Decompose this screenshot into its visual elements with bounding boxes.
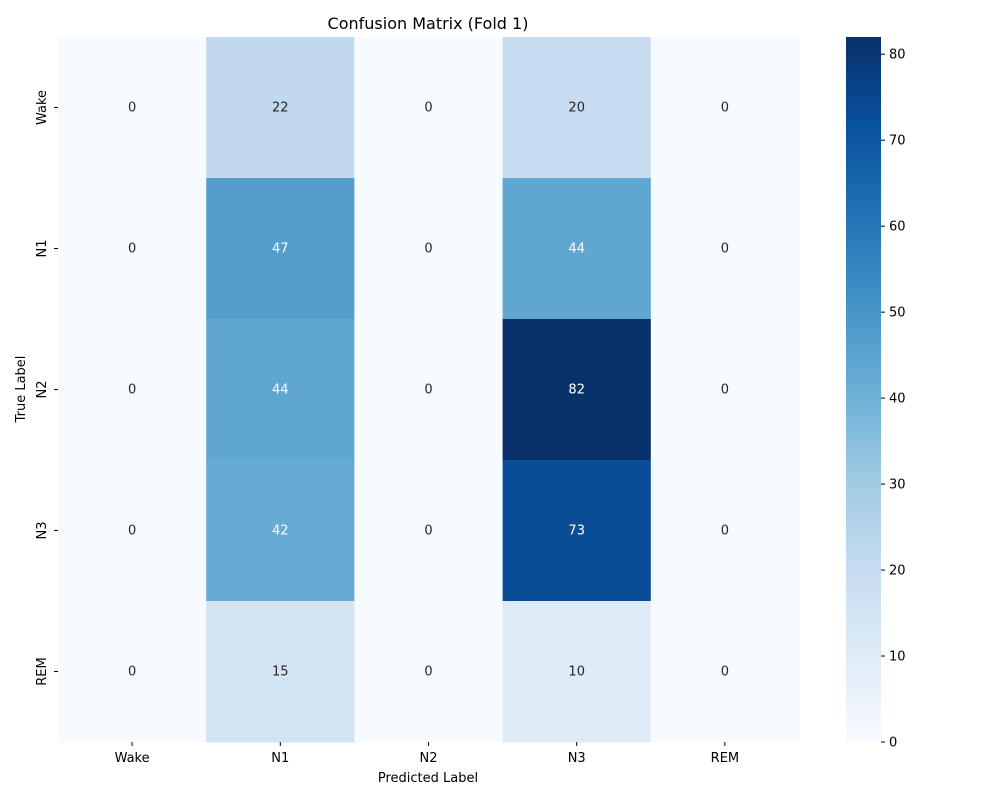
heatmap-cell xyxy=(58,178,207,320)
y-tick-label: N3 xyxy=(35,522,50,540)
colorbar-tick-label: 20 xyxy=(889,564,906,579)
chart-title: Confusion Matrix (Fold 1) xyxy=(328,14,529,33)
cell-value-label: 0 xyxy=(128,101,136,116)
colorbar-tick-label: 80 xyxy=(889,48,906,63)
heatmap-cell xyxy=(354,178,504,320)
x-axis: Wake N1 N2 N3 REM xyxy=(115,742,739,766)
cell-value-label: 0 xyxy=(128,383,136,398)
y-axis: Wake N1 N2 N3 REM xyxy=(35,90,58,686)
heatmap-cell xyxy=(502,178,652,320)
heatmap-cell xyxy=(502,37,652,179)
heatmap-cell xyxy=(354,37,504,179)
heatmap-cell xyxy=(650,37,800,179)
cell-value-label: 15 xyxy=(272,665,289,680)
heatmap-cell xyxy=(650,178,800,320)
heatmap-cell xyxy=(58,601,207,743)
heatmap-cell xyxy=(354,601,504,743)
cell-value-label: 82 xyxy=(568,383,585,398)
cell-value-label: 0 xyxy=(424,665,432,680)
cell-value-label: 0 xyxy=(128,665,136,680)
y-tick-label: N1 xyxy=(35,240,50,258)
heatmap-cells: 0 22 0 20 0 0 47 0 44 0 0 44 0 82 0 0 42 0 73 0 0 15 0 10 0 xyxy=(58,37,800,743)
cell-value-label: 42 xyxy=(272,524,289,539)
heatmap-cell xyxy=(206,37,355,179)
colorbar-tick-label: 10 xyxy=(889,650,906,665)
cell-value-label: 0 xyxy=(424,101,432,116)
heatmap-cell xyxy=(502,319,652,461)
y-tick-label: REM xyxy=(35,657,50,685)
y-tick-label: N2 xyxy=(35,381,50,399)
heatmap-cell xyxy=(502,460,652,602)
heatmap-cell xyxy=(502,601,652,743)
cell-value-label: 0 xyxy=(128,242,136,257)
heatmap-cell xyxy=(206,319,355,461)
heatmap-cell xyxy=(650,460,800,602)
x-tick-label: Wake xyxy=(115,751,150,766)
cell-value-label: 0 xyxy=(721,665,729,680)
cell-value-label: 44 xyxy=(272,383,289,398)
colorbar-tick-label: 30 xyxy=(889,478,906,493)
cell-value-label: 22 xyxy=(272,101,289,116)
colorbar-tick-label: 40 xyxy=(889,392,906,407)
heatmap-cell xyxy=(650,319,800,461)
cell-value-label: 20 xyxy=(568,101,585,116)
colorbar-tick-label: 60 xyxy=(889,220,906,235)
heatmap-cell xyxy=(206,601,355,743)
cell-value-label: 0 xyxy=(424,383,432,398)
cell-value-label: 0 xyxy=(721,101,729,116)
cell-value-label: 0 xyxy=(721,383,729,398)
colorbar-tick-label: 0 xyxy=(889,736,897,751)
x-tick-label: N2 xyxy=(420,751,438,766)
x-tick-label: N3 xyxy=(568,751,586,766)
cell-value-label: 0 xyxy=(424,524,432,539)
cell-value-label: 0 xyxy=(128,524,136,539)
cell-value-label: 10 xyxy=(568,665,585,680)
heatmap-cell xyxy=(58,460,207,602)
colorbar: 0 10 20 30 40 50 60 70 80 xyxy=(846,37,906,751)
colorbar-tick-label: 70 xyxy=(889,134,906,149)
heatmap-cell xyxy=(354,460,504,602)
cell-value-label: 0 xyxy=(721,242,729,257)
cell-value-label: 0 xyxy=(721,524,729,539)
heatmap-cell xyxy=(206,178,355,320)
heatmap-cell xyxy=(206,460,355,602)
cell-value-label: 0 xyxy=(424,242,432,257)
heatmap-cell xyxy=(354,319,504,461)
heatmap-cell xyxy=(650,601,800,743)
y-tick-label: Wake xyxy=(35,90,50,125)
cell-value-label: 44 xyxy=(568,242,585,257)
x-axis-label: Predicted Label xyxy=(378,771,478,786)
heatmap-cell xyxy=(58,319,207,461)
heatmap-cell xyxy=(58,37,207,179)
colorbar-tick-label: 50 xyxy=(889,306,906,321)
colorbar-gradient xyxy=(846,37,881,742)
y-axis-label: True Label xyxy=(14,356,29,424)
x-tick-label: N1 xyxy=(271,751,289,766)
x-tick-label: REM xyxy=(711,751,739,766)
cell-value-label: 47 xyxy=(272,242,289,257)
cell-value-label: 73 xyxy=(568,524,585,539)
